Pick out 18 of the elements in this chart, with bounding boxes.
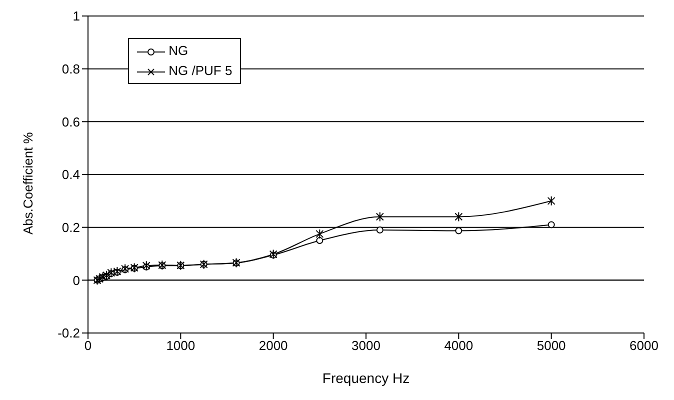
y-axis-title: Abs.Coefficient %: [20, 132, 36, 234]
x-tick-label: 6000: [630, 338, 658, 354]
x-tick-label: 4000: [444, 338, 474, 354]
x-tick-label: 2000: [258, 338, 288, 354]
y-tick-label: 0.6: [62, 114, 80, 130]
x-tick-label: 5000: [536, 338, 566, 354]
legend-label: NG: [168, 43, 188, 58]
x-axis-title: Frequency Hz: [322, 370, 410, 386]
y-tick-label: 0.4: [62, 167, 80, 182]
y-tick-label: 0: [72, 272, 80, 288]
y-tick-label: -0.2: [58, 326, 80, 341]
x-tick-label: 3000: [352, 338, 380, 354]
x-tick-label: 1000: [166, 338, 196, 354]
y-tick-label: 1: [72, 8, 80, 24]
x-tick-label: 0: [84, 338, 92, 354]
legend-label: NG /PUF 5: [168, 63, 232, 78]
y-tick-label: 0.8: [62, 61, 80, 76]
y-tick-label: 0.2: [62, 220, 80, 235]
